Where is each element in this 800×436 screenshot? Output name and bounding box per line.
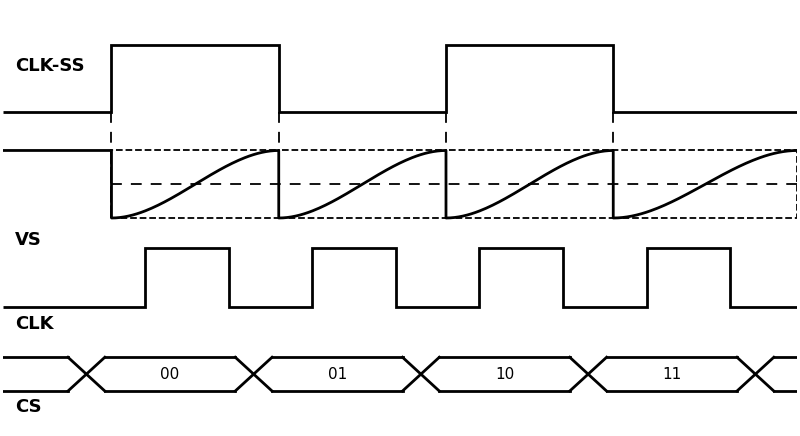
Text: CLK: CLK bbox=[15, 315, 54, 333]
Bar bbox=[111, 150, 278, 218]
Text: CLK-SS: CLK-SS bbox=[15, 57, 85, 75]
Bar bbox=[278, 150, 446, 218]
Text: 10: 10 bbox=[495, 367, 514, 382]
Text: CS: CS bbox=[15, 398, 42, 416]
Text: 01: 01 bbox=[328, 367, 347, 382]
Text: 00: 00 bbox=[161, 367, 180, 382]
Text: 11: 11 bbox=[662, 367, 682, 382]
Text: VS: VS bbox=[15, 231, 42, 249]
Bar bbox=[446, 150, 614, 218]
Bar bbox=[614, 150, 798, 218]
